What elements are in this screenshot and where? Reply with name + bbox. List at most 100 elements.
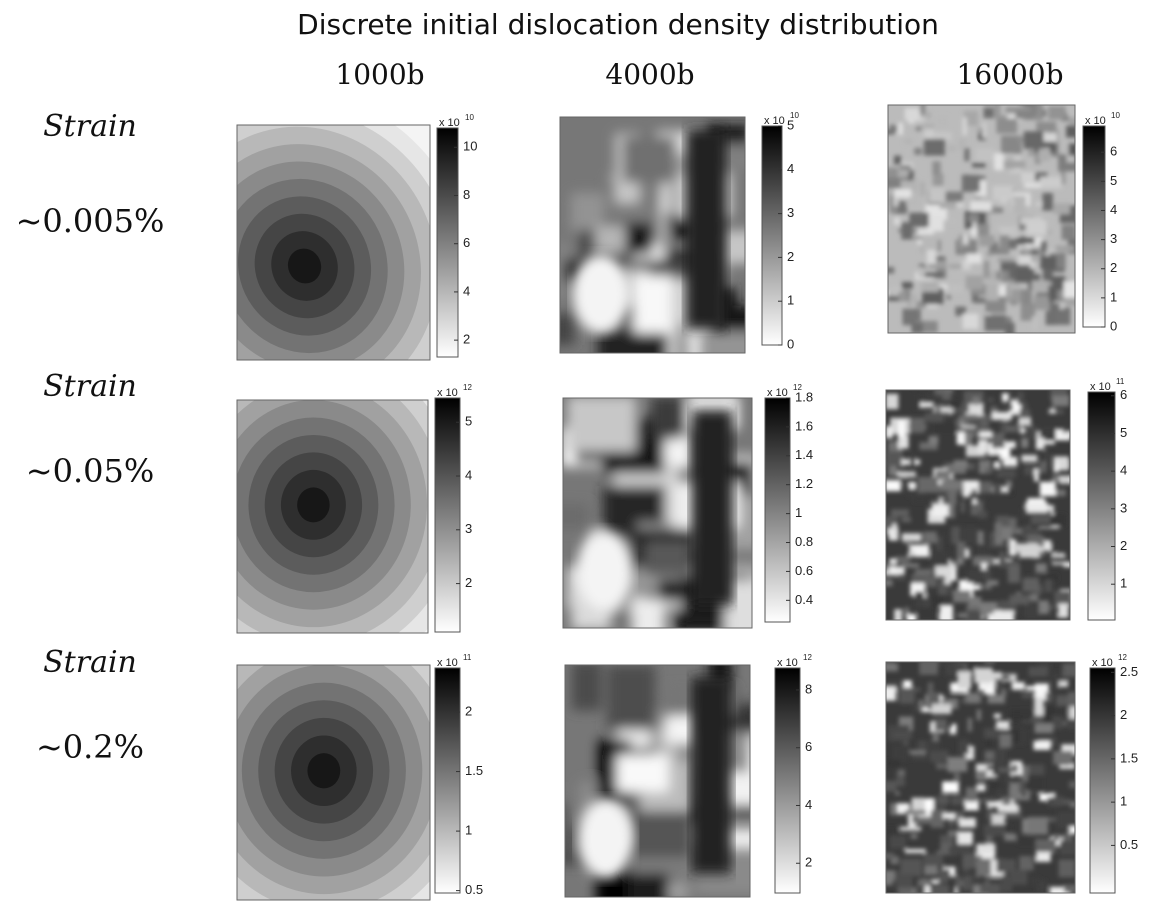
speck [975, 180, 987, 197]
speck [941, 698, 958, 709]
speck [953, 773, 960, 783]
speck [1020, 303, 1036, 321]
speck [1003, 425, 1019, 433]
speck [967, 717, 973, 732]
map-image [237, 400, 428, 633]
speck [946, 588, 959, 594]
speck [989, 247, 1010, 255]
speck [904, 139, 913, 144]
speck [932, 734, 939, 746]
speck [1021, 713, 1044, 723]
colorbar-tick-label: 2 [787, 249, 794, 264]
speck [886, 579, 893, 587]
speck [919, 442, 938, 450]
speck [1021, 507, 1038, 518]
map-image [886, 390, 1070, 620]
speck [986, 737, 992, 747]
speck [1049, 303, 1060, 313]
speck [984, 728, 998, 739]
speck [983, 105, 994, 119]
speck [1023, 131, 1044, 149]
speck [899, 826, 922, 831]
speck [923, 531, 938, 544]
speck [1052, 720, 1075, 726]
speck [889, 558, 900, 565]
speck [896, 770, 905, 787]
speck [1049, 408, 1056, 414]
colorbar-tick-label: 5 [1110, 173, 1117, 188]
colorbar-tick-label: 10 [463, 139, 477, 154]
speck [1045, 514, 1066, 527]
speck [886, 663, 899, 672]
speck [1002, 394, 1008, 401]
speck [923, 138, 946, 156]
colorbar-tick-label: 1 [1120, 576, 1127, 591]
speck [940, 835, 951, 847]
speck [976, 709, 982, 721]
colorbar-tick-label: 1 [1110, 289, 1117, 304]
speck [1005, 322, 1015, 333]
blob [632, 598, 665, 628]
speck [904, 107, 919, 121]
speck [925, 740, 940, 752]
speck [938, 498, 944, 511]
speck [952, 881, 972, 886]
speck [1030, 856, 1037, 862]
colorbar-exponent: 11 [1116, 377, 1125, 386]
speck [1003, 160, 1026, 168]
speck [998, 803, 1019, 813]
speck [1019, 544, 1040, 558]
speck [941, 480, 963, 490]
speck [963, 234, 968, 245]
speck [951, 795, 966, 805]
colorbar-multiplier: x 10 [767, 387, 788, 399]
speck [1032, 876, 1040, 886]
speck [1001, 135, 1022, 154]
column-header: 4000b [605, 58, 694, 91]
speck [1021, 692, 1043, 698]
speck [914, 814, 937, 824]
speck [919, 662, 938, 675]
colorbar-exponent: 11 [463, 653, 472, 662]
speck [954, 402, 969, 413]
speck [1069, 108, 1075, 117]
speck [966, 253, 982, 264]
speck [1021, 172, 1035, 183]
colorbar-tick-label: 3 [1110, 231, 1117, 246]
colorbar-tick-label: 1.5 [465, 763, 483, 778]
speck [951, 526, 961, 544]
speck [1068, 117, 1075, 126]
speck [1008, 409, 1025, 415]
speck [917, 873, 924, 880]
speck [1012, 764, 1018, 772]
speck [893, 731, 913, 739]
speck [999, 235, 1009, 253]
blob [560, 314, 575, 345]
speck [994, 522, 1002, 538]
speck [996, 469, 1016, 478]
blob [597, 329, 668, 353]
map-frame [236, 664, 431, 901]
speck [925, 112, 931, 118]
colorbar-tick-label: 2 [465, 575, 472, 590]
colorbar [434, 397, 461, 633]
map-image [237, 125, 430, 360]
speck [1060, 799, 1072, 805]
speck [1068, 143, 1075, 156]
colorbar-tick-label: 3 [787, 205, 794, 220]
column-header: 1000b [335, 58, 424, 91]
speck [1042, 193, 1053, 211]
speck [972, 481, 993, 493]
speck [948, 695, 965, 700]
colorbar-tick-label: 0.8 [795, 534, 813, 549]
colorbar-tick-label: 1.4 [795, 447, 813, 462]
speck [1000, 261, 1017, 271]
speck [1009, 869, 1028, 885]
speck [1058, 859, 1075, 878]
speck [967, 569, 983, 583]
speck [1061, 744, 1075, 756]
speck [991, 196, 1009, 208]
speck [977, 223, 990, 237]
contour-map [236, 399, 429, 634]
colorbar-exponent: 10 [465, 113, 474, 122]
